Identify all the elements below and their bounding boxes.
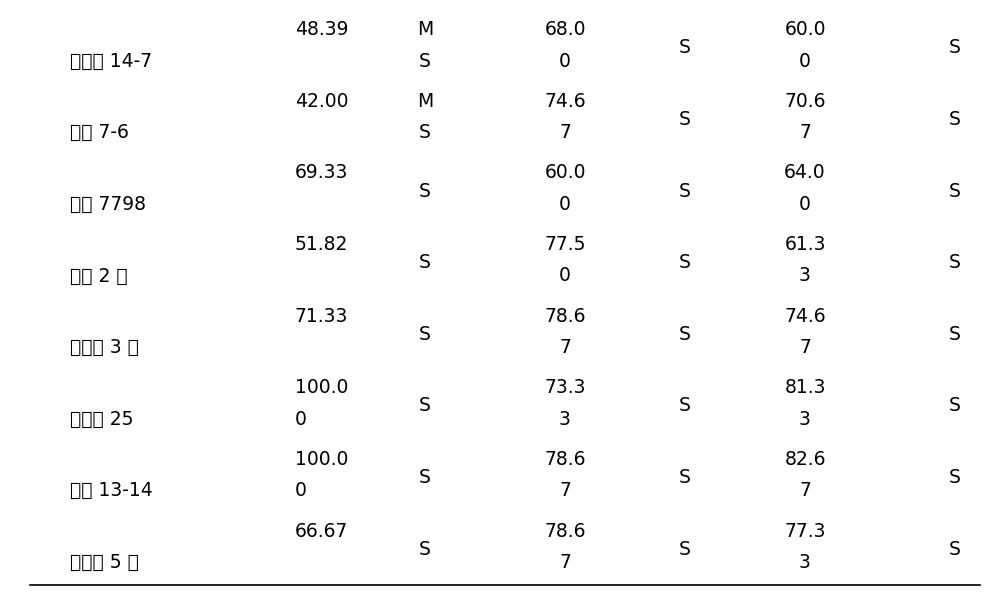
Text: 福菜薯 25: 福菜薯 25 [70, 409, 134, 429]
Text: 湘菜薯 3 号: 湘菜薯 3 号 [70, 338, 139, 357]
Text: S: S [679, 325, 691, 344]
Text: 70.6: 70.6 [784, 92, 826, 111]
Text: 7: 7 [559, 123, 571, 142]
Text: M: M [417, 92, 433, 111]
Text: 48.39: 48.39 [295, 21, 349, 39]
Text: S: S [679, 396, 691, 415]
Text: S: S [679, 110, 691, 129]
Text: 100.0: 100.0 [295, 450, 348, 469]
Text: S: S [679, 182, 691, 201]
Text: 51.82: 51.82 [295, 235, 348, 254]
Text: S: S [419, 123, 431, 142]
Text: 64.0: 64.0 [784, 163, 826, 183]
Text: S: S [419, 468, 431, 487]
Text: 78.6: 78.6 [544, 522, 586, 540]
Text: 3: 3 [799, 409, 811, 429]
Text: S: S [679, 253, 691, 272]
Text: S: S [949, 182, 961, 201]
Text: 71.33: 71.33 [295, 307, 348, 326]
Text: 69.33: 69.33 [295, 163, 348, 183]
Text: S: S [419, 253, 431, 272]
Text: 0: 0 [559, 52, 571, 71]
Text: 7: 7 [799, 481, 811, 500]
Text: 0: 0 [559, 195, 571, 214]
Text: 74.6: 74.6 [544, 92, 586, 111]
Text: S: S [679, 468, 691, 487]
Text: 77.3: 77.3 [784, 522, 826, 540]
Text: 66.67: 66.67 [295, 522, 348, 540]
Text: S: S [949, 540, 961, 558]
Text: 73.3: 73.3 [544, 378, 586, 397]
Text: S: S [419, 396, 431, 415]
Text: 3: 3 [799, 267, 811, 285]
Text: 0: 0 [295, 481, 307, 500]
Text: 68.0: 68.0 [544, 21, 586, 39]
Text: 3: 3 [799, 553, 811, 572]
Text: S: S [679, 39, 691, 57]
Text: S: S [949, 468, 961, 487]
Text: S: S [679, 540, 691, 558]
Text: 0: 0 [799, 52, 811, 71]
Text: 0: 0 [799, 195, 811, 214]
Text: S: S [419, 182, 431, 201]
Text: S: S [949, 396, 961, 415]
Text: 3: 3 [559, 409, 571, 429]
Text: 78.6: 78.6 [544, 450, 586, 469]
Text: S: S [419, 540, 431, 558]
Text: 100.0: 100.0 [295, 378, 348, 397]
Text: 74.6: 74.6 [784, 307, 826, 326]
Text: S: S [949, 253, 961, 272]
Text: 7: 7 [799, 123, 811, 142]
Text: 海大 7798: 海大 7798 [70, 195, 146, 214]
Text: S: S [949, 325, 961, 344]
Text: 阜菜 13-14: 阜菜 13-14 [70, 481, 153, 500]
Text: M: M [417, 21, 433, 39]
Text: 0: 0 [295, 409, 307, 429]
Text: 桂薯菜 14-7: 桂薯菜 14-7 [70, 52, 152, 71]
Text: 82.6: 82.6 [784, 450, 826, 469]
Text: S: S [949, 39, 961, 57]
Text: 广菜薯 5 号: 广菜薯 5 号 [70, 553, 139, 572]
Text: 61.3: 61.3 [784, 235, 826, 254]
Text: 77.5: 77.5 [544, 235, 586, 254]
Text: S: S [949, 110, 961, 129]
Text: 60.0: 60.0 [784, 21, 826, 39]
Text: 7: 7 [559, 553, 571, 572]
Text: 60.0: 60.0 [544, 163, 586, 183]
Text: S: S [419, 325, 431, 344]
Text: 42.00: 42.00 [295, 92, 349, 111]
Text: S: S [419, 52, 431, 71]
Text: 0: 0 [559, 267, 571, 285]
Text: 薯绿 2 号: 薯绿 2 号 [70, 267, 128, 285]
Text: 7: 7 [559, 338, 571, 357]
Text: 7: 7 [799, 338, 811, 357]
Text: 81.3: 81.3 [784, 378, 826, 397]
Text: 福薯 7-6: 福薯 7-6 [70, 123, 129, 142]
Text: 7: 7 [559, 481, 571, 500]
Text: 78.6: 78.6 [544, 307, 586, 326]
